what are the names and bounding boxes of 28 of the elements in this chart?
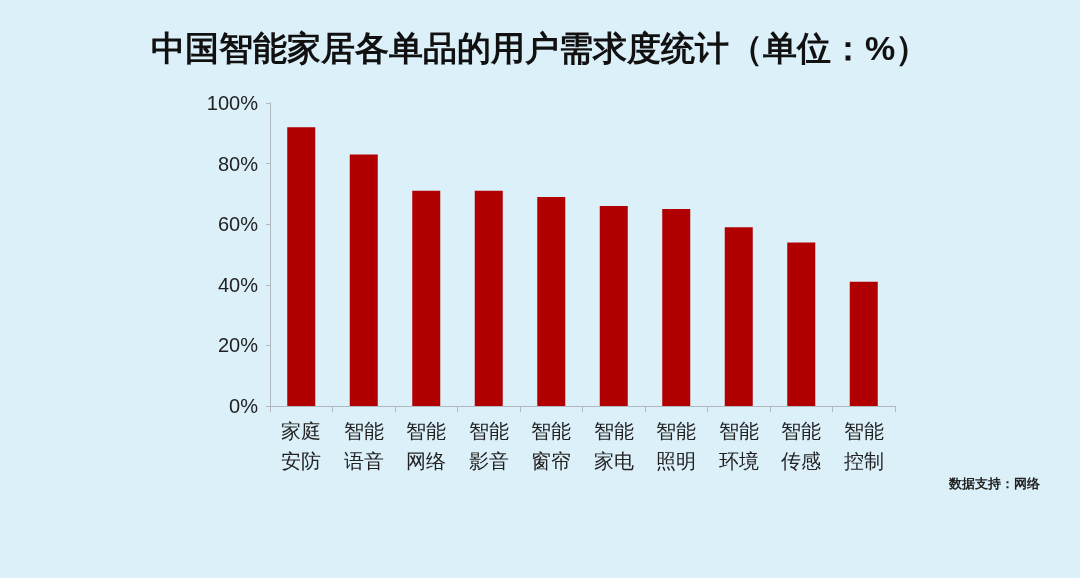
x-tick-label: 智能窗帘 [531, 420, 572, 472]
text: 数据支持：网络 [948, 476, 1041, 491]
x-tick-label: 智能家电 [593, 420, 634, 472]
bar [349, 154, 378, 406]
y-tick-label: 40% [217, 273, 259, 296]
x-tick-label: 家庭安防 [281, 420, 322, 472]
bar [662, 209, 691, 406]
x-tick-label: 智能传感 [781, 420, 822, 472]
y-tick-label: 100% [206, 92, 259, 114]
bar [787, 242, 816, 406]
bar [724, 227, 753, 406]
x-tick-label: 智能控制 [843, 420, 884, 472]
y-tick-label: 60% [217, 213, 259, 236]
bar [537, 196, 566, 406]
y-tick-label: 80% [217, 152, 259, 175]
x-tick-label: 智能网络 [406, 420, 447, 472]
y-tick-label: 0% [229, 395, 259, 417]
chart-title: 中国智能家居各单品的用户需求度统计（单位：%） [150, 29, 930, 67]
y-tick-label: 20% [217, 334, 259, 357]
x-tick-label: 智能照明 [656, 420, 697, 472]
x-tick-label: 智能影音 [468, 420, 509, 472]
bar [599, 206, 628, 406]
bar [849, 281, 878, 406]
bar [287, 127, 316, 406]
bar [412, 190, 441, 406]
bar [474, 190, 503, 406]
x-tick-label: 智能环境 [718, 420, 759, 472]
x-tick-label: 智能语音 [343, 420, 384, 472]
